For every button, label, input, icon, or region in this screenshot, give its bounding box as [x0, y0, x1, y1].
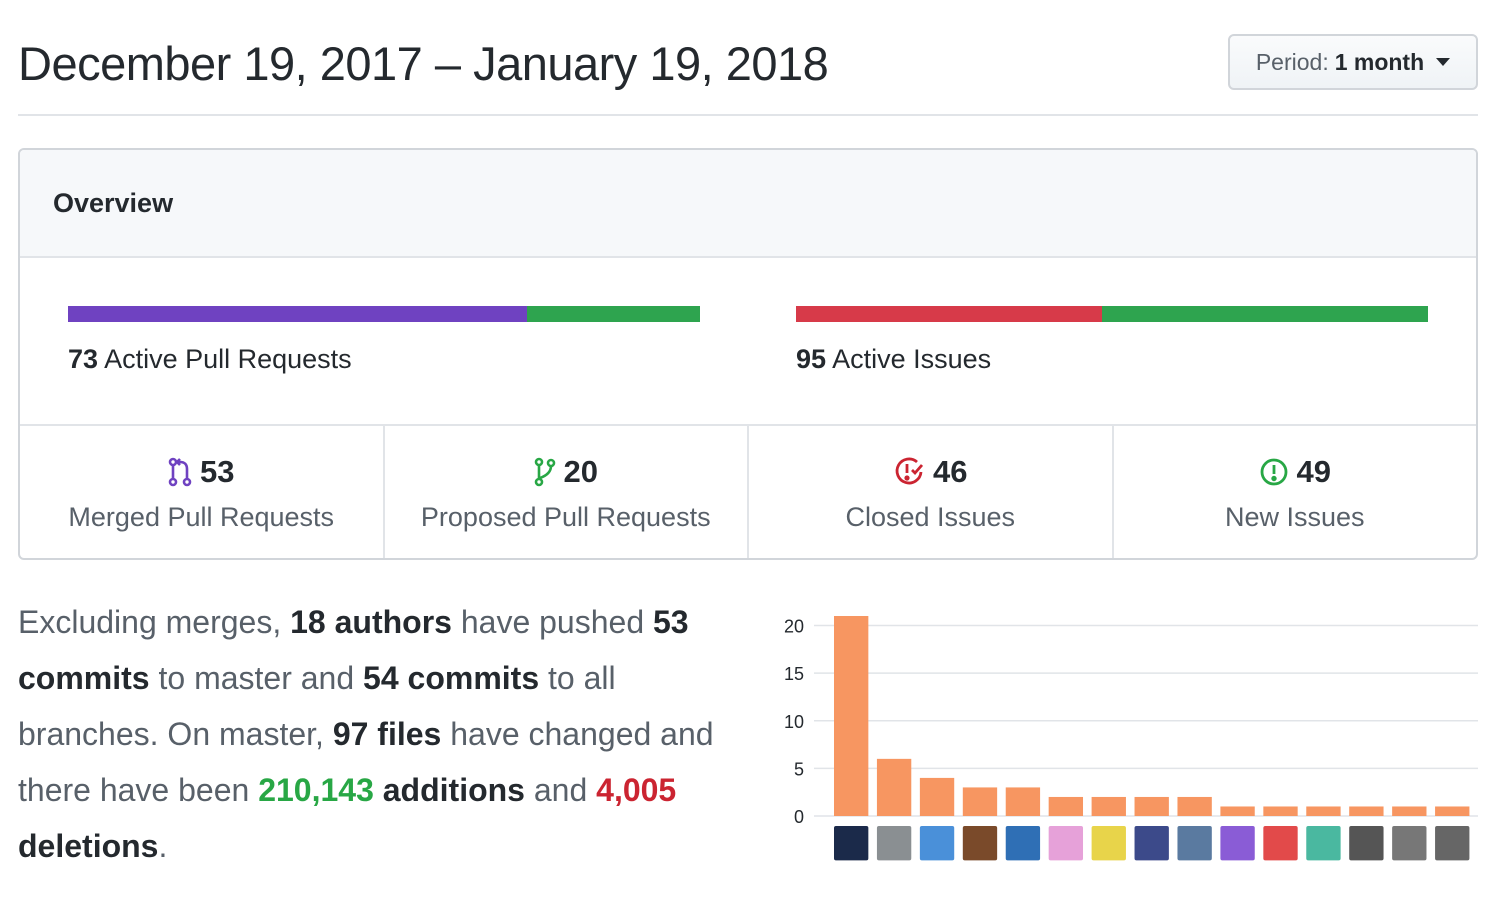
bar-author-14[interactable]	[1392, 806, 1427, 816]
avatar-author-6[interactable]	[1048, 826, 1084, 861]
avatar-author-9[interactable]	[1177, 826, 1212, 861]
bar-author-5[interactable]	[1005, 787, 1041, 816]
bar-author-7[interactable]	[1091, 796, 1126, 816]
pull-requests-summary: 73 Active Pull Requests	[68, 306, 700, 375]
issues-closed-segment	[796, 306, 1103, 322]
active-pull-requests-count: 73	[68, 344, 99, 374]
deletions-word: deletions	[18, 828, 159, 864]
avatar-author-14[interactable]	[1392, 826, 1427, 861]
proposed-pull-requests-label: Proposed Pull Requests	[420, 502, 711, 532]
bar-author-4[interactable]	[962, 787, 998, 816]
commits-bar-chart-svg: 0 5 10 15 20	[784, 616, 1478, 861]
files-changed-count: 97 files	[332, 716, 442, 752]
stat-merged-pull-requests[interactable]: 53 Merged Pull Requests	[20, 426, 385, 558]
new-issues-label: New Issues	[1224, 502, 1365, 532]
avatar-author-13[interactable]	[1349, 826, 1384, 861]
issues-summary: 95 Active Issues	[796, 306, 1428, 375]
issue-opened-icon	[1259, 457, 1289, 487]
active-issues-label[interactable]: 95 Active Issues	[796, 344, 992, 374]
period-label: Period:	[1255, 48, 1329, 75]
bar-author-3[interactable]	[919, 777, 955, 816]
issues-progress-bar[interactable]	[796, 306, 1428, 322]
period-dropdown-button[interactable]: Period: 1 month	[1228, 34, 1478, 90]
stat-proposed-pull-requests[interactable]: 20 Proposed Pull Requests	[385, 426, 749, 558]
bar-author-11[interactable]	[1263, 806, 1298, 816]
stat-closed-issues[interactable]: 46 Closed Issues	[749, 426, 1114, 558]
bar-author-15[interactable]	[1435, 806, 1470, 816]
period-value: 1 month	[1334, 48, 1425, 75]
avatar-author-3[interactable]	[919, 826, 955, 861]
bar-author-9[interactable]	[1177, 796, 1212, 816]
avatar-author-5[interactable]	[1005, 826, 1041, 861]
avatar-author-12[interactable]	[1306, 826, 1341, 861]
bar-author-12[interactable]	[1306, 806, 1341, 816]
merged-pull-requests-count: 53	[200, 454, 235, 489]
avatar-author-11[interactable]	[1263, 826, 1298, 861]
activity-bars: 73 Active Pull Requests 95 Active Issues	[20, 258, 1476, 426]
y-tick-label: 15	[784, 664, 804, 684]
closed-issues-count: 46	[933, 454, 968, 489]
bar-author-8[interactable]	[1134, 796, 1169, 816]
avatar-author-7[interactable]	[1091, 826, 1126, 861]
avatar-author-15[interactable]	[1435, 826, 1470, 861]
active-issues-count: 95	[796, 344, 827, 374]
master-commits-count: 53 commits	[18, 604, 689, 696]
bar-author-1[interactable]	[834, 616, 869, 816]
git-pull-request-icon	[534, 457, 556, 487]
commit-summary: Excluding merges, 18 authors have pushed…	[18, 604, 714, 864]
additions-word: additions	[373, 772, 525, 808]
issues-new-segment	[1102, 306, 1428, 322]
git-merge-icon	[168, 457, 192, 487]
avatar-author-1[interactable]	[834, 826, 869, 861]
y-tick-label: 10	[784, 712, 804, 732]
avatar-author-10[interactable]	[1220, 826, 1255, 861]
bar-author-13[interactable]	[1349, 806, 1384, 816]
pull-requests-proposed-segment	[526, 306, 700, 322]
closed-issues-label: Closed Issues	[845, 502, 1016, 532]
y-tick-label: 5	[794, 759, 804, 779]
bar-author-6[interactable]	[1048, 796, 1084, 816]
stats-row: 53 Merged Pull Requests 20 Proposed Pull…	[20, 426, 1476, 558]
avatar-author-2[interactable]	[876, 826, 912, 861]
y-tick-label: 0	[794, 807, 804, 827]
stat-new-issues[interactable]: 49 New Issues	[1114, 426, 1477, 558]
bar-author-2[interactable]	[876, 758, 912, 816]
proposed-pull-requests-count: 20	[563, 454, 598, 489]
all-commits-count: 54 commits	[363, 660, 540, 696]
avatar-author-4[interactable]	[962, 826, 998, 861]
overview-panel: Overview 73 Active Pull Requests 95 Acti…	[18, 148, 1478, 560]
y-tick-label: 20	[784, 617, 804, 637]
overview-title: Overview	[20, 150, 1476, 258]
bar-author-10[interactable]	[1220, 806, 1255, 816]
deletions-count: 4,005	[596, 772, 677, 808]
new-issues-count: 49	[1296, 454, 1331, 489]
pull-requests-progress-bar[interactable]	[68, 306, 700, 322]
merged-pull-requests-label: Merged Pull Requests	[68, 502, 335, 532]
pull-requests-merged-segment	[68, 306, 527, 322]
issue-closed-icon	[893, 456, 925, 488]
page-header: December 19, 2017 – January 19, 2018 Per…	[18, 0, 1478, 116]
authors-count: 18 authors	[290, 604, 452, 640]
caret-down-icon	[1436, 58, 1451, 66]
date-range-title: December 19, 2017 – January 19, 2018	[18, 37, 829, 90]
additions-count: 210,143	[258, 772, 374, 808]
active-pull-requests-label[interactable]: 73 Active Pull Requests	[68, 344, 352, 374]
commits-by-author-chart: 0 5 10 15 20	[770, 600, 1490, 870]
avatar-author-8[interactable]	[1134, 826, 1169, 861]
